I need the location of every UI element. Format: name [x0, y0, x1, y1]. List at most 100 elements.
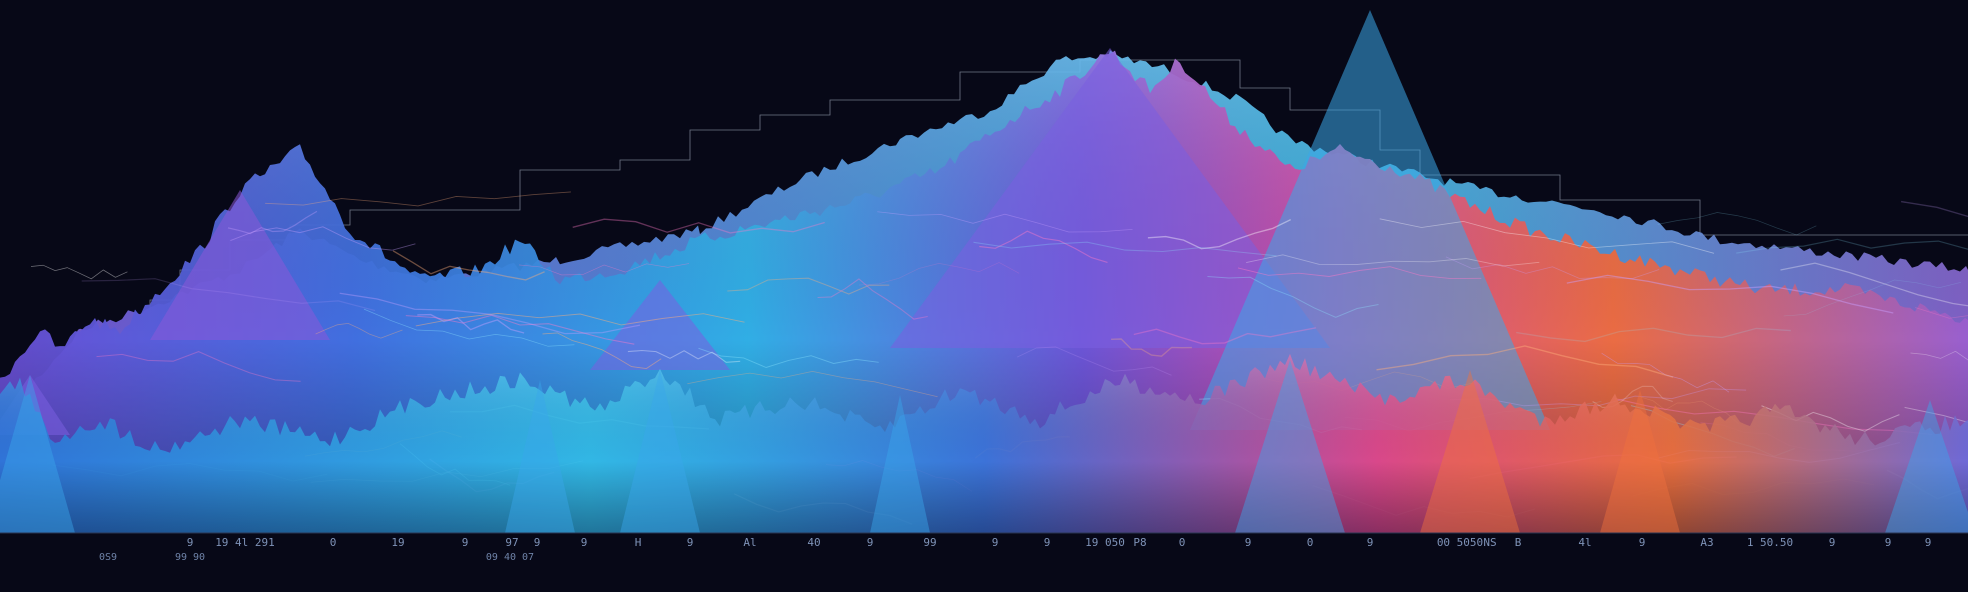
axis-sub-label: 99 90 [175, 552, 205, 563]
striation [1640, 396, 1739, 425]
axis-tick-label: 9 [1925, 536, 1932, 549]
peak-1 [890, 48, 1330, 348]
striation [315, 322, 403, 339]
striation [363, 308, 575, 347]
striation [1910, 350, 1968, 361]
striation [973, 241, 1277, 257]
striation [1900, 200, 1968, 218]
axis-tick-label: 9 [1245, 536, 1252, 549]
striation [687, 371, 938, 398]
axis-tick-label: 0 [1179, 536, 1186, 549]
striation [1516, 327, 1791, 343]
striation [1780, 262, 1968, 307]
striation [979, 230, 1108, 263]
striation [1449, 388, 1747, 407]
striation [727, 277, 890, 295]
axis-tick-label: 97 [505, 536, 518, 549]
front-ridge [0, 353, 1968, 533]
peak-3 [590, 280, 730, 370]
axis-tick-label: 9 [581, 536, 588, 549]
axis-tick-label: 00 5050 [1437, 536, 1483, 549]
axis-tick-label: 9 [1044, 536, 1051, 549]
striation [627, 349, 741, 363]
axis-tick-label: 9 [534, 536, 541, 549]
striation [392, 250, 545, 281]
striation [1111, 338, 1192, 357]
axis-tick-label: 9 [1885, 536, 1892, 549]
axis-tick-label: 99 [923, 536, 936, 549]
axis-tick-label: A3 [1700, 536, 1713, 549]
striation [417, 313, 525, 334]
axis-tick-label: P8 [1133, 536, 1146, 549]
striation [1207, 276, 1379, 318]
striation [1783, 279, 1962, 317]
axis-tick-label: 19 [391, 536, 404, 549]
axis-tick-label: 9 [1367, 536, 1374, 549]
axis-tick-label: 19 050 [1085, 536, 1125, 549]
striation [1915, 307, 1968, 319]
axis-tick-label: 1 50.50 [1747, 536, 1793, 549]
striation [265, 191, 571, 207]
striation [96, 351, 301, 382]
striation [1246, 254, 1540, 267]
striation [858, 262, 1020, 286]
axis-tick-label: 9 [867, 536, 874, 549]
spike-5 [1885, 400, 1968, 533]
spike-0 [0, 375, 75, 533]
spike-3 [1420, 370, 1520, 533]
striation [227, 210, 318, 235]
striation [81, 278, 376, 312]
striation [877, 211, 1133, 233]
axis-tick-label: 9 [992, 536, 999, 549]
axis-tick-label: 9 [462, 536, 469, 549]
axis-tick-label: 0 [330, 536, 337, 549]
axis-tick-label: 4l [1578, 536, 1591, 549]
axis-tick-label: 0 [1307, 536, 1314, 549]
striation [572, 218, 825, 234]
spike-7 [870, 395, 930, 533]
striation [1736, 238, 1968, 254]
axis-ticks-row1: 9 19 4l 291 0 19 9 97 9 9 H 9 Al 40 9 99 9 9 19 050 P8 0 9 0… [187, 536, 1932, 549]
striation [1147, 219, 1291, 250]
axis-sub-label: 09 40 07 [486, 552, 534, 563]
striation [519, 263, 690, 276]
axis-tick-label: B [1515, 536, 1522, 549]
striation [698, 347, 879, 369]
spike-1 [620, 370, 700, 533]
striation [1133, 327, 1317, 345]
spike-4 [1600, 390, 1680, 533]
striation [1016, 346, 1172, 376]
axis-tick-label: 9 [1829, 536, 1836, 549]
striation [415, 312, 745, 327]
striation [30, 264, 128, 280]
axis-tick-label: 9 [687, 536, 694, 549]
spike-2 [1235, 360, 1345, 533]
peak-2 [1190, 10, 1550, 430]
axis-tick-label: 9 [187, 536, 194, 549]
striation [542, 332, 662, 369]
striation [339, 292, 641, 335]
striation [405, 314, 635, 345]
axis-ticks-row2: 0S9 99 90 09 40 07 [99, 552, 534, 563]
spike-6 [505, 380, 575, 533]
axis-tick-label: H [635, 536, 642, 549]
front-ridge-shape-shade [0, 353, 1968, 533]
striation [1445, 256, 1660, 279]
axis-tick-label: 9 [1639, 536, 1646, 549]
axis-tick-label: NS [1483, 536, 1496, 549]
axis-tick-label: 40 [807, 536, 820, 549]
striation [1379, 218, 1715, 254]
striation [1601, 352, 1730, 393]
striation [817, 278, 928, 320]
striation [230, 226, 416, 251]
axis-tick-label: 19 4l 291 [215, 536, 275, 549]
axis-sub-label: 0S9 [99, 552, 117, 563]
striation [1566, 274, 1894, 314]
axis-tick-label: Al [743, 536, 756, 549]
striation [1237, 266, 1482, 280]
peak-0 [150, 190, 330, 340]
striation [1376, 345, 1674, 378]
striation [1657, 212, 1817, 236]
